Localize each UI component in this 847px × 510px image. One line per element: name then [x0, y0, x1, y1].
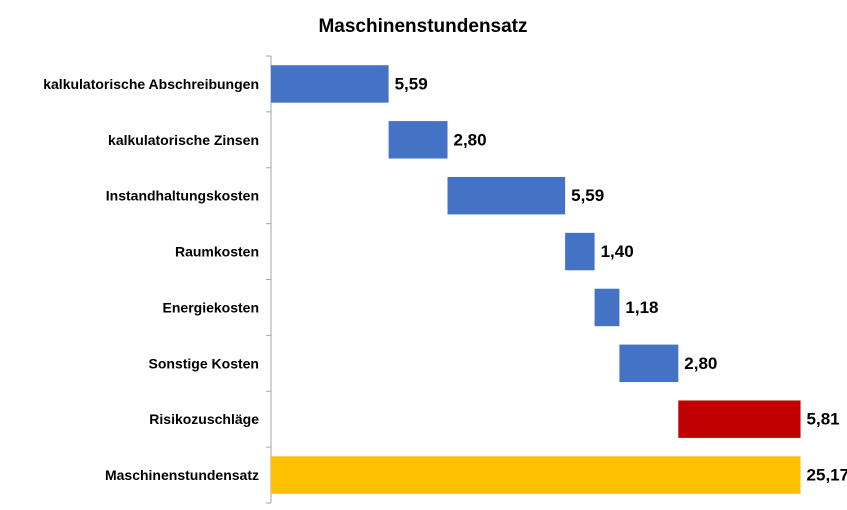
value-label: 2,80: [684, 354, 717, 373]
increment-bar: [565, 232, 595, 271]
value-label: 1,40: [601, 242, 634, 261]
value-label: 5,59: [571, 186, 604, 205]
increment-bar: [388, 121, 448, 159]
category-label: Energiekosten: [163, 299, 259, 315]
bars: [271, 65, 801, 494]
value-label: 2,80: [454, 130, 487, 149]
value-labels: 5,59 2,80 5,59 1,40 1,18 2,80 5,81 25,17: [395, 74, 847, 484]
category-labels: kalkulatorische Abschreibungen kalkulator…: [43, 76, 259, 483]
category-label: Risikozuschläge: [149, 411, 259, 427]
category-label: Sonstige Kosten: [149, 355, 259, 371]
value-label: 5,81: [807, 410, 840, 429]
chart-title: Maschinenstundensatz: [318, 16, 527, 37]
category-label: Raumkosten: [175, 244, 259, 260]
category-axis-ticks: [266, 55, 271, 504]
increment-bar: [594, 288, 620, 327]
category-label: Instandhaltungskosten: [106, 188, 259, 204]
increment-bar: [678, 400, 801, 438]
category-label: Maschinenstundensatz: [105, 467, 259, 483]
value-label: 25,17: [807, 466, 847, 485]
increment-bar: [447, 176, 566, 215]
category-label: kalkulatorische Abschreibungen: [43, 76, 259, 92]
increment-bar: [619, 344, 679, 383]
value-label: 1,18: [625, 298, 658, 317]
value-label: 5,59: [395, 74, 428, 93]
total-bar: [271, 456, 801, 494]
increment-bar: [271, 65, 389, 103]
category-label: kalkulatorische Zinsen: [108, 132, 259, 148]
